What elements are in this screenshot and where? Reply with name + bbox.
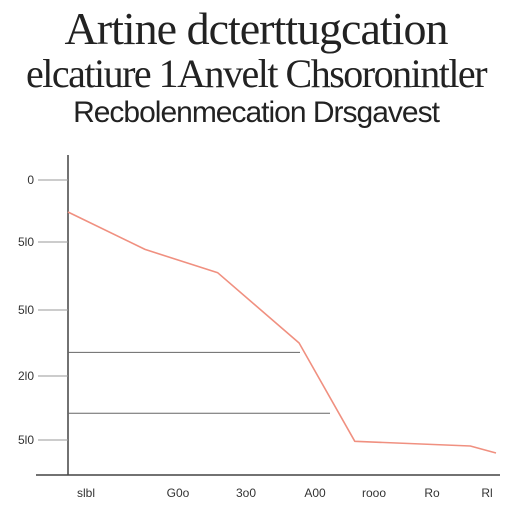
title-line-3: Recbolenmecation Drsgavest [73, 96, 440, 129]
series [67, 211, 497, 454]
y-tick-label: 5l0 [18, 303, 34, 317]
series-line [67, 211, 497, 454]
y-tick-label: 2l0 [18, 369, 34, 383]
x-tick-label: Ro [424, 486, 440, 500]
y-tick-labels: 0 5l0 5l0 2l0 5l0 [18, 173, 68, 447]
x-tick-label: rooo [362, 486, 386, 500]
x-tick-label: G0o [167, 486, 190, 500]
title-line-1: Artine dcterttugcation [64, 3, 449, 54]
x-tick-label: Rl [481, 486, 492, 500]
y-tick-label: 5l0 [18, 433, 34, 447]
reference-lines [68, 351, 330, 414]
y-tick-label: 0 [27, 173, 34, 187]
y-tick-label: 5l0 [18, 235, 34, 249]
x-tick-label: 3o0 [236, 486, 256, 500]
x-tick-labels: slbl G0o 3o0 A00 rooo Ro Rl [77, 486, 493, 500]
x-tick-label: slbl [77, 486, 95, 500]
axes [36, 155, 500, 476]
title-line-2: elcatiure 1Anvelt Chsoronintler [25, 51, 488, 96]
x-tick-label: A00 [304, 486, 326, 500]
